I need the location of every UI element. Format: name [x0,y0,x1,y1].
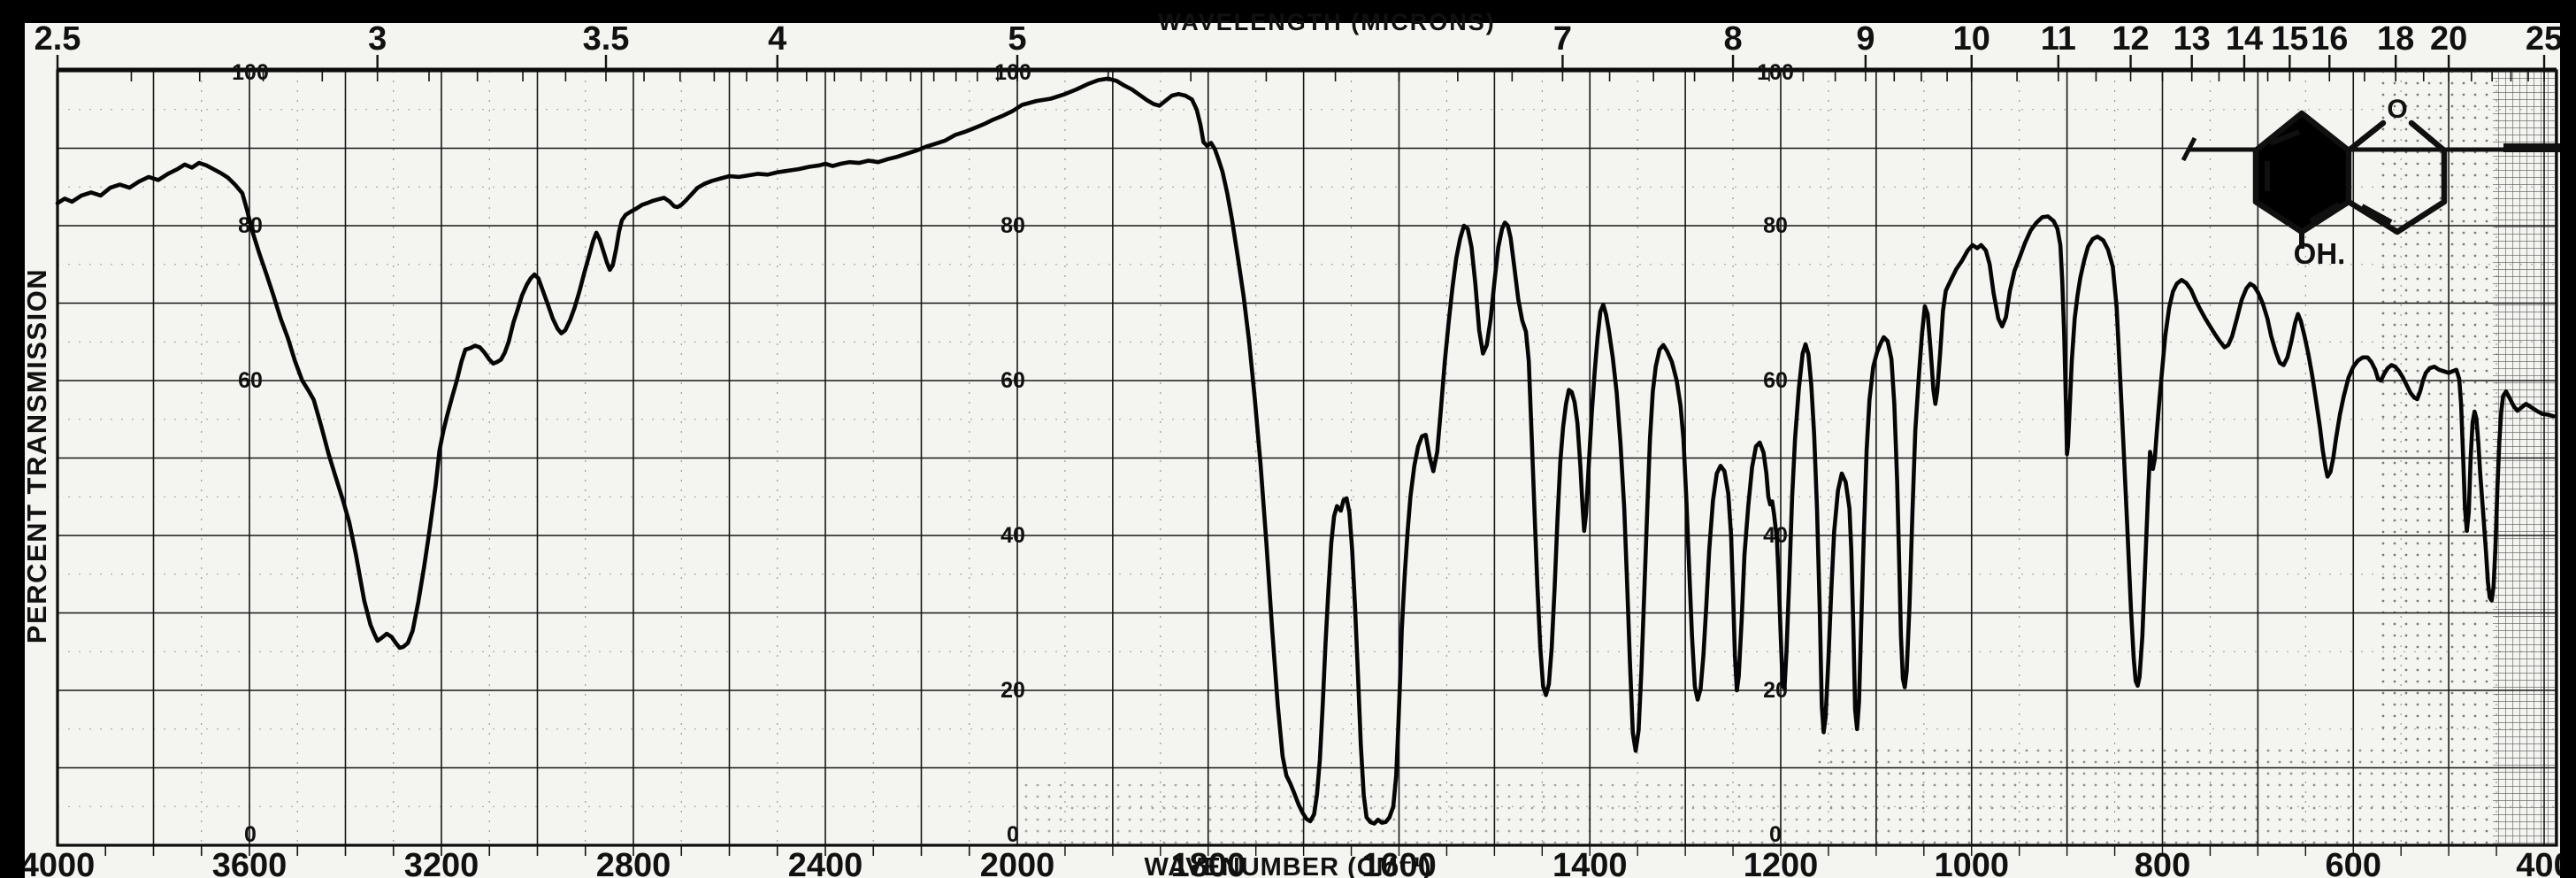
wavenumber-tick-label: 3200 [404,847,479,878]
micron-tick-label: 13 [2174,20,2211,58]
wavenumber-tick-label: 3600 [212,847,288,878]
wavenumber-axis-title: WAVENUMBER (CM⁻¹) [1144,853,1432,878]
micron-tick-label: 18 [2377,20,2414,58]
wavenumber-tick-label: 1600 [1361,847,1437,878]
wavenumber-tick-label: 4000 [20,847,96,878]
percent-scale-label: 60 [1000,368,1025,393]
scan-border-right [2560,0,2576,878]
percent-scale-label: 40 [1000,523,1025,548]
wavenumber-tick-label: 2400 [788,847,863,878]
transmission-curve [55,76,2557,826]
structure-hydroxyl-label: OH. [2294,237,2346,270]
percent-scale-label: 100 [232,60,269,85]
wavelength-axis-title: WAVELENGTH (MICRONS) [1158,9,1496,35]
micron-tick-label: 8 [1723,20,1742,58]
percent-scale-label: 80 [1000,213,1025,238]
scan-border-left [0,0,25,878]
wavenumber-tick-label: 1800 [1170,847,1246,878]
micron-tick-label: 25 [2526,20,2563,58]
percent-scale-label: 0 [244,822,257,847]
percent-scale-label: 60 [1763,368,1788,393]
paper-texture [1017,71,2557,845]
micron-tick-label: 20 [2430,20,2467,58]
micron-tick-label: 3 [368,20,387,58]
percent-scale-label: 0 [1007,822,1019,847]
wavenumber-tick-label: 800 [2135,847,2190,878]
percent-scale-label: 20 [1000,678,1025,703]
molecular-structure: O OH. [2181,95,2572,270]
percent-scale-label: 100 [1757,60,1794,85]
percent-scale-label: 60 [238,368,263,393]
percent-scale-label: 0 [1769,822,1782,847]
micron-tick-label: 5 [1008,20,1026,58]
micron-tick-label: 3.5 [583,20,630,58]
micron-tick-label: 2.5 [34,20,81,58]
wavenumber-tick-label: 1000 [1934,847,2009,878]
percent-transmission-axis-title: PERCENT TRANSMISSION [21,267,52,644]
micron-tick-label: 15 [2271,20,2308,58]
micron-tick-label: 11 [2041,20,2076,58]
percent-scale-label: 100 [994,60,1031,85]
micron-tick-label: 16 [2311,20,2348,58]
wavenumber-tick-label: 1200 [1744,847,1819,878]
wavelength-axis: 2.5 3 3.5 4 5 7 8 9 10 11 12 13 14 15 16 18 20 25 [34,20,2563,81]
wavenumber-tick-label: 2000 [980,847,1055,878]
grid-lines [56,69,2558,847]
micron-tick-label: 14 [2226,20,2263,58]
micron-tick-label: 4 [768,20,786,58]
wavenumber-tick-label: 2800 [596,847,671,878]
structure-oxygen-label: O [2387,95,2407,124]
wavenumber-axis: 4000 3600 3200 2800 2400 2000 1800 1600 1400 1200… [20,845,2572,878]
micron-tick-label: 9 [1856,20,1874,58]
micron-tick-label: 7 [1553,20,1572,58]
scan-border-top [0,0,2576,23]
micron-tick-label: 12 [2112,20,2149,58]
micron-tick-label: 10 [1953,20,1990,58]
percent-scale-label: 80 [1763,213,1788,238]
wavenumber-tick-label: 1400 [1552,847,1628,878]
wavenumber-tick-label: 600 [2326,847,2381,878]
